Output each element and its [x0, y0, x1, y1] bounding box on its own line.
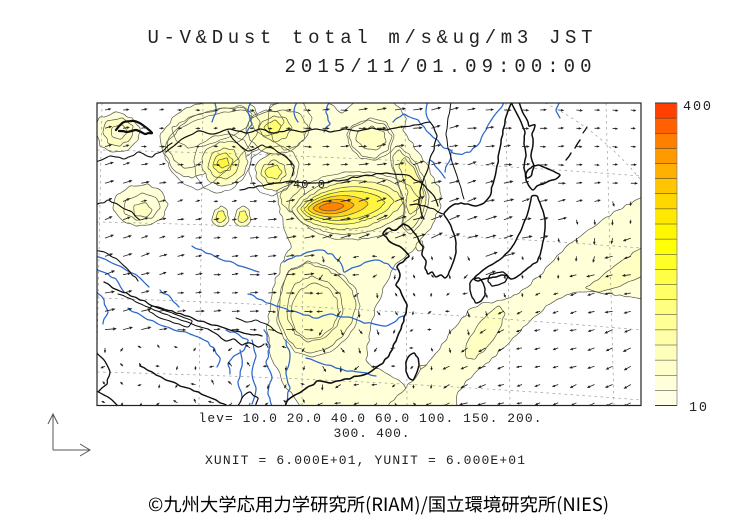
svg-text:40.0: 40.0 — [293, 178, 325, 192]
svg-text:2015/11/01.09:00:00: 2015/11/01.09:00:00 — [285, 56, 592, 78]
svg-text:lev= 10.0 20.0 40.0 60.0 100.: lev= 10.0 20.0 40.0 60.0 100. 150. 200. — [199, 411, 542, 426]
svg-text:400: 400 — [683, 100, 711, 115]
svg-text:10: 10 — [689, 401, 707, 416]
svg-text:300. 400.: 300. 400. — [334, 426, 410, 441]
svg-text:XUNIT = 6.000E+01, YUNIT = 6.0: XUNIT = 6.000E+01, YUNIT = 6.000E+01 — [205, 453, 525, 468]
